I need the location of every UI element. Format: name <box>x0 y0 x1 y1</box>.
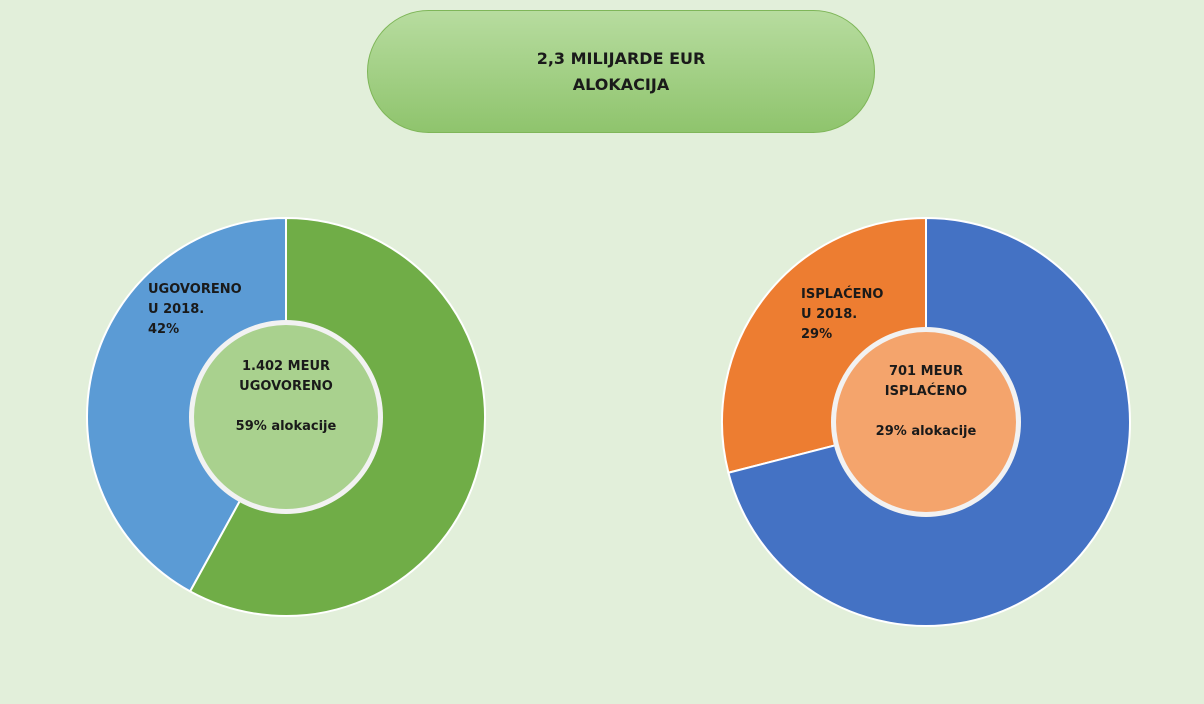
slice-value-label: 29% <box>801 327 833 342</box>
center-disc <box>836 332 1016 512</box>
center-text: 701 MEUR ISPLAĆENO 29% alokacije <box>875 364 977 439</box>
center-disc <box>194 325 378 509</box>
slice-label: ISPLAĆENO U 2018. <box>801 287 884 322</box>
slice-value-label: 42% <box>148 322 180 337</box>
slice-label: UGOVORENO U 2018. <box>148 282 242 317</box>
center-text: 1.402 MEUR UGOVORENO 59% alokacije <box>235 359 337 434</box>
title: 2,3 MILIJARDE EUR ALOKACIJA <box>367 10 875 133</box>
